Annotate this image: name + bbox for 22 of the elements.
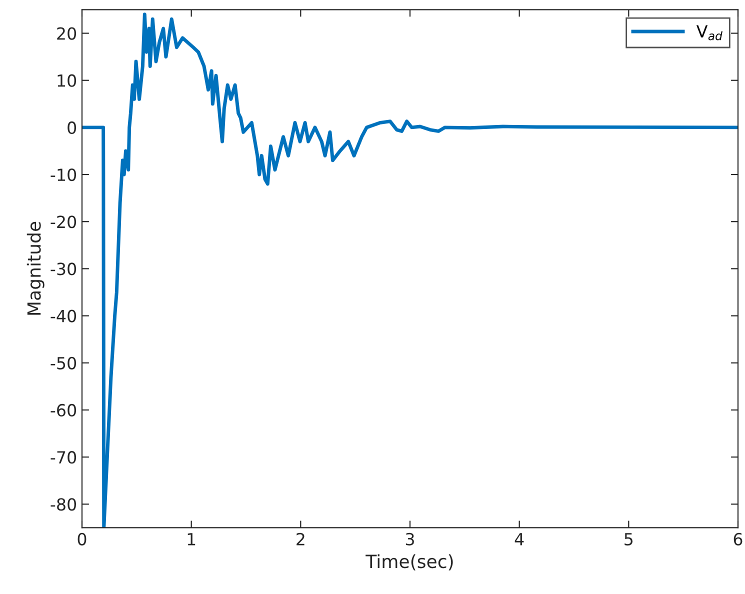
- x-tick-label: 6: [734, 532, 742, 546]
- x-tick-label: 4: [514, 533, 524, 546]
- y-tick-label: 20: [57, 27, 76, 40]
- y-tick-label: -70: [50, 451, 76, 464]
- y-tick-label: 10: [58, 74, 76, 87]
- y-tick-label: -60: [50, 404, 76, 417]
- x-tick-label: 1: [188, 533, 196, 546]
- y-tick-label: -40: [50, 310, 76, 322]
- y-tick-label: -50: [50, 356, 76, 370]
- y-tick-label: -20: [50, 216, 76, 228]
- y-tick-label: -30: [50, 262, 76, 276]
- x-tick-label: 0: [78, 532, 86, 546]
- x-axis-title: Time(sec): [366, 554, 453, 570]
- x-tick-label: 5: [624, 533, 633, 546]
- y-tick-label: 0: [68, 121, 76, 134]
- x-tick-label: 2: [296, 532, 304, 546]
- x-tick-label: 3: [406, 532, 414, 546]
- y-tick-label: -80: [50, 498, 76, 511]
- legend-label: V$_{ad}$: [696, 25, 722, 40]
- y-axis-title: Magnitude: [26, 222, 44, 315]
- y-tick-label: -10: [50, 168, 76, 182]
- line-series: [82, 12, 738, 528]
